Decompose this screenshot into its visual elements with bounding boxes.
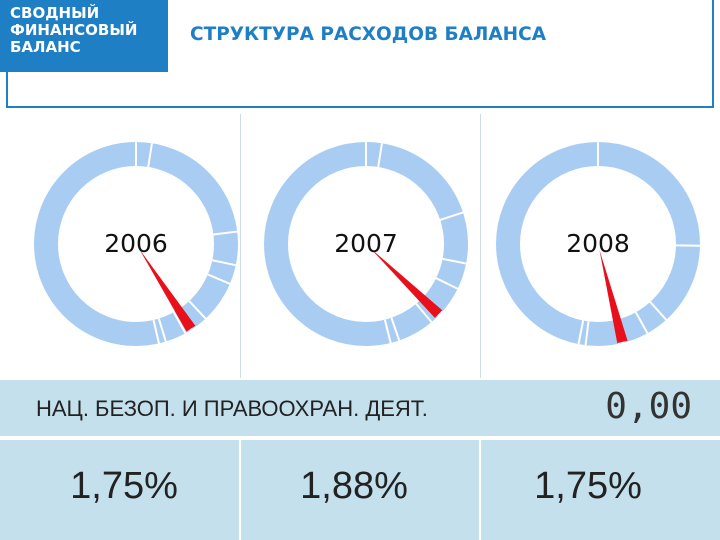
segment-divider (377, 143, 383, 168)
highlight-wedge (139, 249, 196, 332)
column-divider (240, 114, 241, 378)
segment-divider (649, 301, 667, 321)
segment-divider (390, 317, 401, 341)
segment-divider (584, 321, 590, 346)
donut-chart-2007: 2007 (264, 142, 468, 346)
donut-chart-2008: 2008 (496, 142, 701, 346)
segment-divider (415, 303, 433, 323)
segment-divider (157, 318, 167, 342)
segment-divider (207, 273, 231, 285)
page-title: СТРУКТУРА РАСХОДОВ БАЛАНСА (190, 24, 547, 45)
segment-divider (188, 300, 207, 320)
section-badge: СВОДНЫЙ ФИНАНСОВЫЙ БАЛАНС (0, 0, 168, 72)
year-label: 2006 (104, 229, 168, 258)
column-divider (480, 114, 481, 378)
segment-divider (439, 211, 464, 221)
donut-chart-2006: 2006 (34, 142, 238, 346)
values-row (0, 440, 720, 540)
segment-divider (212, 259, 236, 267)
badge-line-3: БАЛАНС (10, 38, 81, 56)
category-row (0, 380, 720, 436)
segment-divider (172, 311, 187, 334)
badge-line-1: СВОДНЫЙ (10, 4, 100, 22)
cell-divider (239, 440, 241, 540)
segment-divider (442, 257, 467, 265)
segment-divider (152, 319, 160, 344)
segment-divider (383, 319, 392, 344)
segment-divider (147, 143, 153, 168)
segment-divider (577, 320, 585, 345)
total-value: 0,00 (605, 386, 692, 427)
cell-divider (479, 440, 481, 540)
segment-divider (634, 311, 649, 334)
badge-line-2: ФИНАНСОВЫЙ (10, 21, 138, 39)
segment-divider (435, 277, 459, 290)
segment-divider (213, 230, 238, 236)
highlight-wedge (370, 248, 443, 318)
year-label: 2007 (334, 229, 398, 258)
percent-2008: 1,75% (534, 465, 642, 507)
percent-2006: 1,75% (70, 465, 178, 507)
year-label: 2008 (566, 229, 630, 258)
category-label: НАЦ. БЕЗОП. И ПРАВООХРАН. ДЕЯТ. (36, 396, 428, 421)
highlight-wedge (599, 249, 628, 344)
percent-2007: 1,88% (300, 465, 408, 507)
title-frame (6, 0, 714, 108)
